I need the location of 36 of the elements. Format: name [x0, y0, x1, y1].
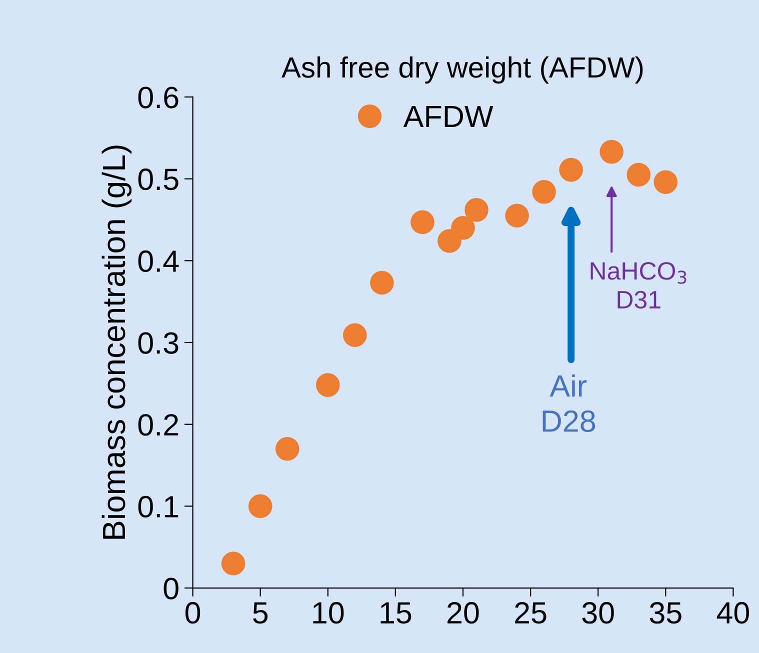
point — [532, 180, 556, 204]
y-tick-label: 0 — [164, 578, 178, 600]
point — [410, 210, 434, 234]
y-tick-label: 0.6 — [138, 86, 178, 108]
point — [248, 494, 272, 518]
y-axis-title: Biomass concentration (g/L) — [102, 146, 132, 539]
annotation: Air D28 — [542, 374, 596, 432]
point — [221, 552, 246, 576]
x-tick-label: 40 — [716, 602, 749, 624]
chart-title: Ash free dry weight (AFDW) — [282, 56, 643, 84]
x-tick-label: 25 — [515, 602, 546, 624]
x-tick-label: 15 — [380, 602, 412, 624]
point — [559, 158, 583, 182]
x-tick-label: 30 — [582, 602, 614, 624]
x-tick-label: 20 — [448, 602, 479, 624]
point — [370, 270, 394, 295]
y-tick-label: 0.4 — [138, 250, 179, 272]
point — [505, 204, 529, 228]
point — [343, 323, 367, 348]
point — [451, 216, 475, 240]
point — [626, 162, 651, 187]
point — [654, 170, 678, 194]
y-tick-label: 0.5 — [138, 168, 178, 190]
legend-label: AFDW — [403, 106, 494, 127]
x-tick-label: 35 — [650, 602, 682, 624]
y-tick-label: 0.2 — [138, 414, 178, 436]
x-tick-label: 5 — [253, 602, 268, 624]
annotation: NaHCO$_{3}$ D31 — [590, 262, 686, 309]
point — [600, 140, 624, 164]
x-tick-label: 10 — [313, 602, 344, 624]
point — [316, 373, 340, 397]
y-tick-label: 0.3 — [138, 332, 178, 354]
x-tick-label: 0 — [185, 602, 200, 624]
y-tick-label: 0.1 — [138, 496, 178, 518]
point — [464, 198, 488, 222]
point — [275, 437, 300, 461]
